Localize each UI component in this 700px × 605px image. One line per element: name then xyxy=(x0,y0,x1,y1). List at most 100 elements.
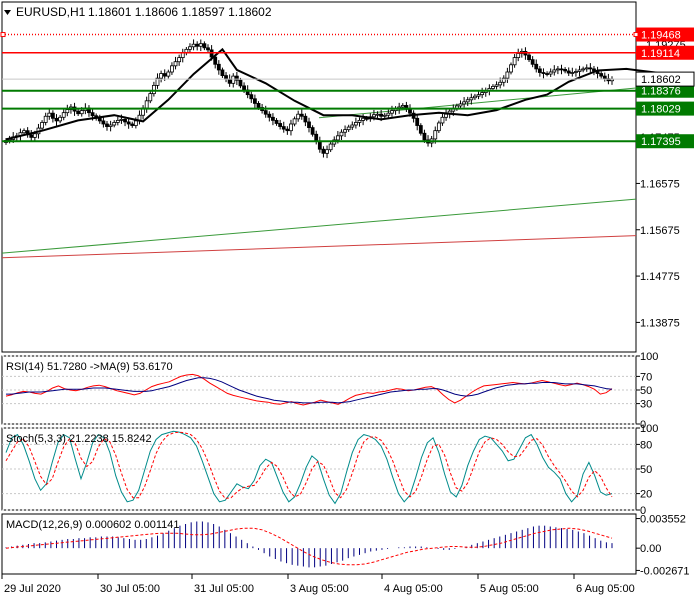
candle-body xyxy=(505,71,510,79)
macd-title: MACD(12,26,9) 0.000602 0.001141 xyxy=(6,519,179,531)
candle-body xyxy=(570,72,575,74)
candle-body xyxy=(353,122,358,126)
level-badge xyxy=(636,101,694,116)
candle-body xyxy=(173,61,178,67)
candle-body xyxy=(123,118,127,123)
candle-body xyxy=(563,69,568,72)
candle-body xyxy=(462,101,467,105)
level-badge-label: 1.19114 xyxy=(641,48,680,60)
candle-body xyxy=(180,52,185,58)
candle-body xyxy=(530,59,535,65)
rsi-series-line xyxy=(6,377,613,404)
candle-body xyxy=(238,79,243,87)
candle-body xyxy=(555,68,560,71)
stochastic-y-tick-label: 100 xyxy=(640,423,658,435)
candle-body xyxy=(79,110,84,115)
candle-body xyxy=(133,120,138,126)
candle-body xyxy=(307,121,311,128)
candle-body xyxy=(537,68,542,73)
symbol-timeframe[interactable]: EURUSD,H1 xyxy=(16,5,86,19)
macd-y-tick-label: 0.00 xyxy=(640,543,661,555)
level-badge xyxy=(636,45,694,60)
trend-line xyxy=(1,235,637,259)
candle-body xyxy=(588,67,593,70)
price-pane: 1.174751.165751.156751.147751.138751.192… xyxy=(0,1,695,353)
level-badge-label: 1.18376 xyxy=(641,86,681,98)
candle-body xyxy=(559,68,564,71)
candle-body xyxy=(54,117,59,122)
candle-body xyxy=(339,131,344,137)
candle-body xyxy=(498,81,503,86)
candle-body xyxy=(274,119,279,124)
candle-body xyxy=(296,113,301,120)
candle-body xyxy=(581,68,586,71)
candle-body xyxy=(289,123,293,132)
candle-body xyxy=(76,110,81,115)
level-badge-label: 1.17395 xyxy=(641,136,681,148)
time-axis-label: 3 Aug 05:00 xyxy=(290,583,349,595)
candle-body xyxy=(566,70,571,74)
candle-body xyxy=(97,117,102,122)
level-handle xyxy=(633,32,639,38)
price-y-tick-label: 1.14775 xyxy=(640,271,680,283)
candle-body xyxy=(350,124,355,128)
candle-body xyxy=(267,113,272,118)
candle-body xyxy=(465,99,470,103)
candle-body xyxy=(198,43,203,47)
candle-body xyxy=(188,46,192,50)
candle-body xyxy=(299,113,304,117)
candle-body xyxy=(144,100,149,109)
candle-body xyxy=(491,86,495,89)
candle-body xyxy=(206,47,210,51)
macd-y-tick-label: 0.003552 xyxy=(640,514,686,526)
candle-body xyxy=(509,64,513,73)
ohlc-values: 1.18601 1.18606 1.18597 1.18602 xyxy=(88,5,272,19)
candle-body xyxy=(418,125,423,134)
price-y-tick-label: 1.13875 xyxy=(640,317,680,329)
candle-body xyxy=(310,127,315,135)
candle-body xyxy=(469,97,474,101)
candle-body xyxy=(40,122,44,129)
candle-body xyxy=(577,69,582,72)
rsi-y-tick-label: 70 xyxy=(640,371,652,383)
candle-body xyxy=(234,75,239,81)
rsi-y-tick-label: 0 xyxy=(640,419,646,431)
symbol-dropdown-icon[interactable] xyxy=(4,10,11,15)
stochastic-title: Stoch(5,3,3) 21.2238 15.8242 xyxy=(6,433,152,445)
candle-body xyxy=(534,63,539,70)
price-pane-frame xyxy=(1,1,637,353)
moving-average-line xyxy=(5,47,678,141)
candle-body xyxy=(177,57,182,63)
candle-body xyxy=(22,130,26,134)
candle-body xyxy=(29,134,34,138)
candle-body xyxy=(476,94,481,97)
candle-body xyxy=(422,132,427,141)
candle-body xyxy=(321,148,326,154)
trend-line xyxy=(318,87,637,119)
candle-body xyxy=(281,126,286,130)
candle-body xyxy=(400,105,405,108)
candle-body xyxy=(292,118,297,125)
candle-body xyxy=(151,84,156,95)
rsi-y-tick-label: 50 xyxy=(640,385,652,397)
stochastic-y-tick-label: 20 xyxy=(640,489,652,501)
stochastic-pane: 100 80 50 20 0 Stoch(5,3,3) 21.2238 15.8242 xyxy=(1,423,658,517)
level-badge xyxy=(636,134,694,149)
candle-body xyxy=(433,130,438,140)
candle-body xyxy=(473,95,477,99)
rsi-pane: 100 70 50 30 0 RSI(14) 51.7280 ->MA(9) 53.617… xyxy=(1,351,658,431)
candle-body xyxy=(602,75,607,80)
candle-body xyxy=(440,116,445,124)
chart-header: EURUSD,H1 1.18601 1.18606 1.18597 1.1860… xyxy=(4,5,272,19)
rsi-y-tick-label: 100 xyxy=(640,351,658,363)
candle-body xyxy=(101,120,106,125)
candle-body xyxy=(512,57,517,66)
candle-body xyxy=(335,135,340,141)
time-axis-label: 29 Jul 2020 xyxy=(4,583,61,595)
candle-body xyxy=(480,92,485,96)
stochastic-y-tick-label: 50 xyxy=(640,464,652,476)
candle-body xyxy=(458,103,463,107)
rsi-series-line xyxy=(5,373,613,406)
candle-body xyxy=(58,116,63,122)
candle-body xyxy=(541,72,546,74)
